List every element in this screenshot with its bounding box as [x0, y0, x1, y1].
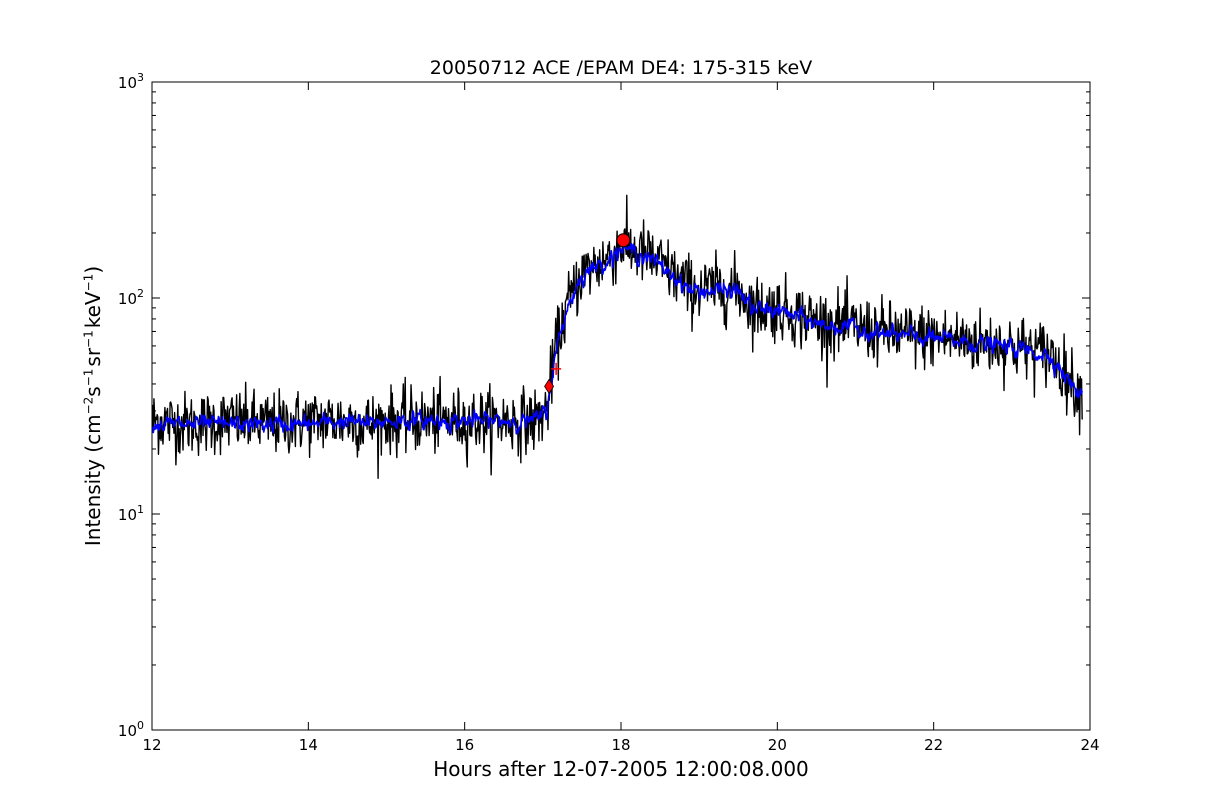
y-tick-label: 101	[118, 503, 144, 524]
x-tick-label: 22	[924, 736, 943, 754]
x-tick-label: 16	[455, 736, 474, 754]
y-tick-label: 102	[118, 287, 144, 308]
x-axis-label: Hours after 12-07-2005 12:00:08.000	[433, 757, 809, 781]
y-tick-label: 103	[118, 71, 144, 92]
y-tick-label: 100	[118, 719, 144, 740]
x-tick-label: 14	[299, 736, 318, 754]
x-tick-label: 12	[142, 736, 161, 754]
chart-title: 20050712 ACE /EPAM DE4: 175-315 keV	[429, 57, 813, 79]
x-tick-label: 18	[611, 736, 630, 754]
x-tick-label: 20	[768, 736, 787, 754]
series-line-smoothed	[152, 239, 1083, 435]
x-tick-label: 24	[1080, 736, 1099, 754]
plot-frame	[151, 81, 1091, 731]
onset-marker-diamond	[544, 378, 555, 395]
peak-marker	[616, 233, 631, 248]
onset-marker-plus	[551, 362, 562, 375]
series-line-raw	[152, 194, 1083, 479]
